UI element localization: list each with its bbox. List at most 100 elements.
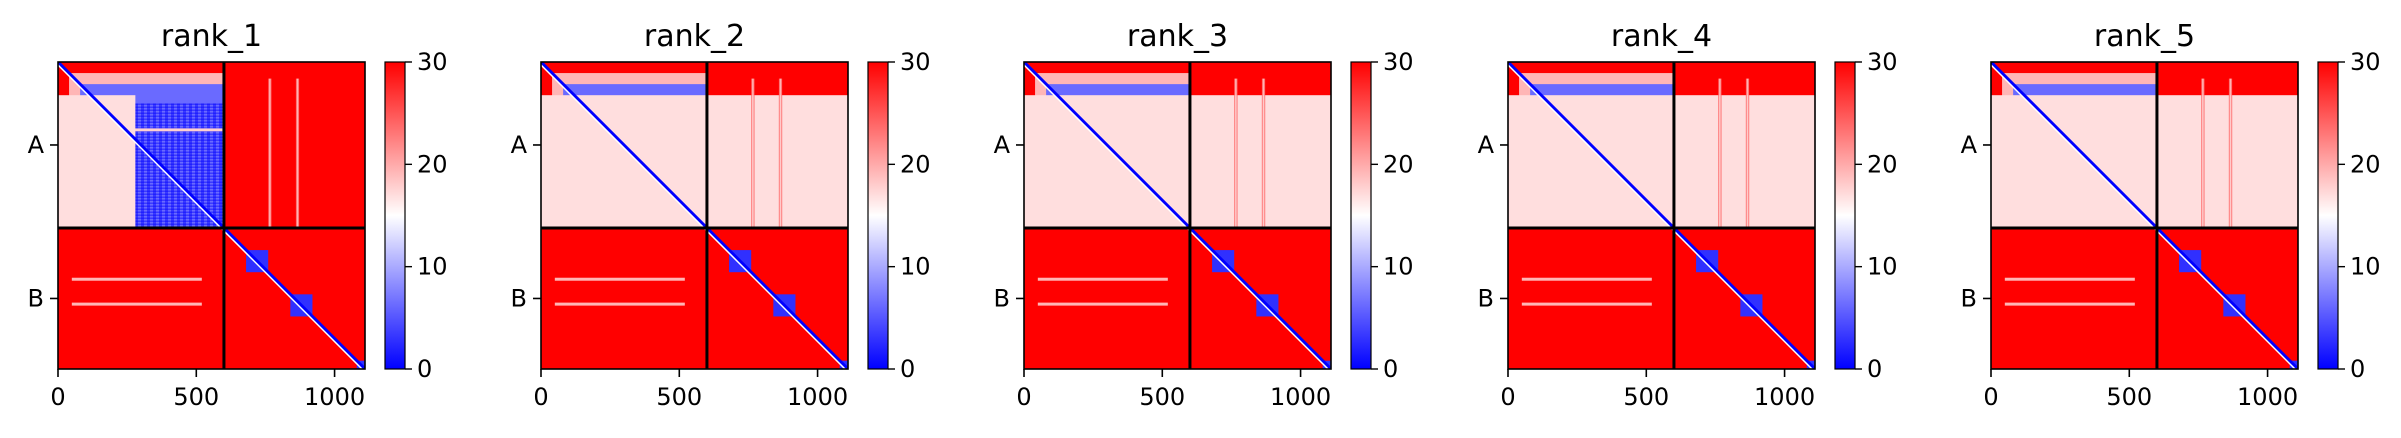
diagonal [1508, 62, 1815, 369]
colorbar-tick-label: 20 [417, 150, 448, 178]
colorbar-tick-label: 0 [2350, 355, 2365, 383]
y-tick-label: B [1961, 284, 1977, 312]
x-tick-label: 1000 [304, 383, 365, 411]
x-tick-label: 1000 [2237, 383, 2298, 411]
heatmap-frame [1990, 61, 2299, 370]
colorbar [1835, 62, 1855, 369]
y-tick-label: B [994, 284, 1010, 312]
panel-1: rank_1 0 500 1000 A B 0 10 20 30 [28, 19, 448, 411]
heatmap [58, 62, 365, 369]
diagonal [1024, 62, 1331, 369]
offdiag-streak-2 [778, 78, 783, 228]
panel-title: rank_1 [161, 19, 262, 54]
diagonal [1991, 62, 2298, 369]
offdiag-hstreak-1 [1521, 277, 1652, 281]
colorbar-tick-label: 0 [1383, 355, 1398, 383]
y-tick-label: A [994, 131, 1011, 159]
heatmap-frame [540, 61, 849, 370]
offdiag-streak-1 [2201, 78, 2205, 228]
colorbar-tick-label: 10 [2350, 253, 2381, 281]
offdiag-hstreak-2 [1037, 302, 1168, 306]
y-tick-label: B [28, 284, 44, 312]
heatmap [1508, 62, 1815, 369]
diagonal-highlight [541, 64, 846, 369]
colorbar-frame [1350, 61, 1372, 370]
colorbar-tick-label: 20 [1867, 150, 1898, 178]
offdiag-hstreak-1 [1037, 277, 1168, 281]
colorbar-frame [384, 61, 406, 370]
colorbar-tick-label: 30 [1383, 48, 1414, 76]
offdiag-hstreak-2 [2004, 302, 2135, 306]
x-tick-label: 0 [533, 383, 548, 411]
colorbar [868, 62, 888, 369]
diagonal-highlight [1508, 64, 1813, 369]
colorbar-tick-label: 0 [417, 355, 432, 383]
colorbar-tick-label: 30 [1867, 48, 1898, 76]
chain-a-fringe [541, 95, 848, 228]
x-tick-label: 1000 [1270, 383, 1331, 411]
offdiag-hstreak-1 [2004, 277, 2135, 281]
colorbar-frame [2317, 61, 2339, 370]
diagonal-highlight [1991, 64, 2296, 369]
colorbar [1351, 62, 1371, 369]
offdiag-hstreak-1 [554, 277, 685, 281]
y-tick-label: A [28, 131, 45, 159]
colorbar-frame [1834, 61, 1856, 370]
colorbar-tick-label: 20 [1383, 150, 1414, 178]
panel-3: rank_3 0 500 1000 A B 0 10 20 30 [994, 19, 1414, 411]
y-tick-label: A [1961, 131, 1978, 159]
offdiag-streak-2 [2228, 78, 2233, 228]
y-tick-label: B [1478, 284, 1494, 312]
colorbar-tick-label: 30 [900, 48, 931, 76]
panel-2: rank_2 0 500 1000 A B 0 10 20 30 [511, 19, 931, 411]
panel-5: rank_5 0 500 1000 A B 0 10 20 30 [1961, 19, 2381, 411]
x-tick-label: 500 [2106, 383, 2152, 411]
colorbar-frame [867, 61, 889, 370]
colorbar-tick-label: 20 [2350, 150, 2381, 178]
x-tick-label: 500 [656, 383, 702, 411]
chain-a-fringe [1024, 95, 1331, 228]
heatmap-frame [1507, 61, 1816, 370]
offdiag-streak-1 [1234, 78, 1238, 228]
heatmap [1991, 62, 2298, 369]
colorbar-tick-label: 10 [1867, 253, 1898, 281]
offdiag-streak-2 [1745, 78, 1750, 228]
panel-title: rank_5 [2094, 19, 2195, 54]
heatmap-frame [57, 61, 366, 370]
chain-a-band [69, 128, 224, 132]
offdiag-streak-2 [1261, 78, 1266, 228]
diagonal-highlight [1024, 64, 1329, 369]
x-tick-label: 500 [1623, 383, 1669, 411]
colorbar-tick-label: 10 [900, 253, 931, 281]
y-tick-label: B [511, 284, 527, 312]
chain-a-fringe [1508, 95, 1815, 228]
offdiag-hstreak-1 [71, 277, 202, 281]
colorbar-tick-label: 0 [1867, 355, 1882, 383]
colorbar-tick-label: 10 [1383, 253, 1414, 281]
x-tick-label: 1000 [1754, 383, 1815, 411]
x-tick-label: 0 [1500, 383, 1515, 411]
diagonal [58, 62, 365, 369]
colorbar-tick-label: 0 [900, 355, 915, 383]
x-tick-label: 500 [173, 383, 219, 411]
colorbar-tick-label: 30 [2350, 48, 2381, 76]
panel-title: rank_3 [1127, 19, 1228, 54]
offdiag-hstreak-2 [1521, 302, 1652, 306]
panel-title: rank_4 [1611, 19, 1712, 54]
chain-a-fringe [1991, 95, 2298, 228]
x-tick-label: 1000 [787, 383, 848, 411]
colorbar [2318, 62, 2338, 369]
offdiag-hstreak-2 [71, 302, 202, 306]
heatmap-frame [1023, 61, 1332, 370]
x-tick-label: 0 [1016, 383, 1031, 411]
offdiag-streak-1 [751, 78, 755, 228]
chain-a-fringe [58, 95, 136, 228]
x-tick-label: 500 [1139, 383, 1185, 411]
x-tick-label: 0 [1983, 383, 1998, 411]
y-tick-label: A [511, 131, 528, 159]
diagonal [541, 62, 848, 369]
heatmap [541, 62, 848, 369]
colorbar-tick-label: 30 [417, 48, 448, 76]
diagonal-highlight [58, 64, 363, 369]
